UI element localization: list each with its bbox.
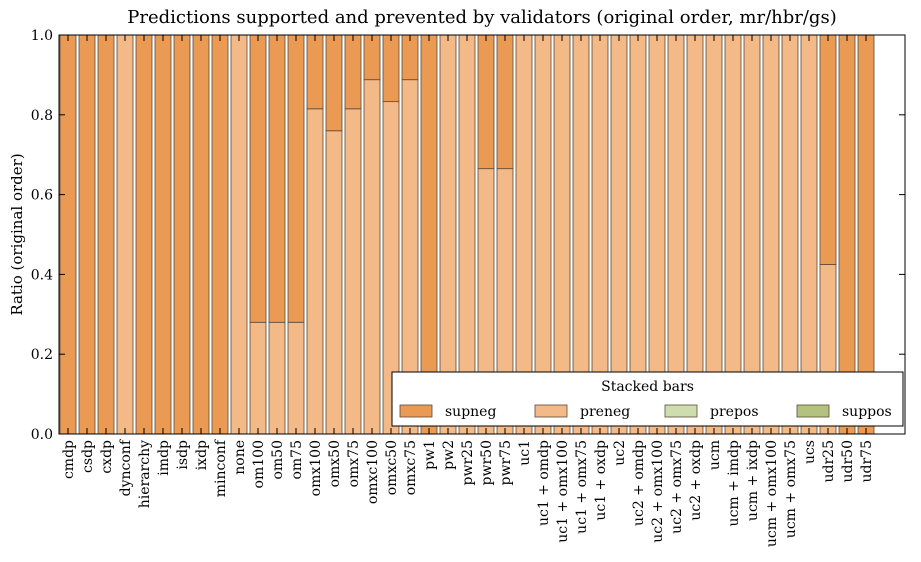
x-tick-label-2: cxdp (99, 440, 115, 474)
legend-title: Stacked bars (601, 379, 694, 395)
x-tick-label-16: omxc100 (365, 440, 381, 504)
x-tick-label-8: minconf (213, 438, 229, 497)
bar-supneg-40 (819, 34, 837, 265)
bar-supneg-1 (78, 34, 96, 435)
y-tick-label-2: 0.4 (31, 267, 53, 283)
plot-frame (58, 34, 906, 435)
bar-supneg-16 (363, 34, 381, 81)
bar-supneg-22 (477, 34, 495, 170)
y-tick-label-3: 0.6 (31, 188, 53, 204)
legend-swatch-prepos (664, 404, 698, 418)
y-tick-label-1: 0.2 (31, 347, 53, 363)
x-tick-label-30: uc2 + omdp (631, 440, 647, 526)
y-tick-label-0: 0.0 (31, 427, 53, 443)
bar-supneg-18 (401, 34, 419, 81)
x-tick-label-31: uc2 + omx100 (650, 440, 666, 543)
x-tick-label-40: udr25 (821, 440, 837, 483)
x-tick-label-20: pw2 (441, 440, 457, 470)
bar-supneg-6 (173, 34, 191, 435)
legend-swatch-preneg (534, 404, 568, 418)
x-tick-label-32: uc2 + omx75 (669, 440, 685, 534)
x-tick-label-35: ucm + imdp (726, 440, 742, 526)
bar-preneg-13 (306, 108, 324, 435)
bar-preneg-9 (230, 34, 248, 435)
axes: 0.0 0.2 0.4 0.6 0.8 1.0 cmdp csdp cxdp dynconf hie… (31, 28, 906, 547)
x-tick-label-33: uc2 + oxdp (688, 440, 704, 521)
x-tick-label-22: pwr50 (479, 440, 495, 485)
x-tick-label-37: ucm + omx100 (764, 440, 780, 547)
x-tick-label-42: udr75 (859, 440, 875, 483)
x-tick-label-19: pw1 (422, 440, 438, 470)
bar-supneg-0 (59, 34, 77, 435)
x-tick-label-21: pwr25 (460, 440, 476, 485)
x-tick-label-17: omxc50 (384, 440, 400, 495)
x-tick-label-6: isdp (175, 440, 191, 470)
bar-supneg-12 (287, 34, 305, 323)
bar-supneg-5 (154, 34, 172, 435)
x-tick-label-41: udr50 (840, 440, 856, 483)
x-tick-label-11: om50 (270, 440, 286, 480)
bar-supneg-8 (211, 34, 229, 435)
x-tick-label-26: uc1 + omx100 (555, 440, 571, 543)
bar-preneg-12 (287, 321, 305, 435)
x-tick-label-0: cmdp (61, 440, 77, 479)
bar-preneg-10 (249, 321, 267, 435)
x-tick-label-18: omxc75 (403, 440, 419, 495)
x-tick-label-36: ucm + ixdp (745, 440, 761, 521)
x-tick-label-29: uc2 (612, 440, 628, 466)
legend-label-prepos: prepos (710, 404, 759, 420)
x-tick-label-7: ixdp (194, 440, 210, 470)
x-tick-label-3: dynconf (118, 438, 134, 496)
bar-preneg-15 (344, 108, 362, 435)
bar-supneg-11 (268, 34, 286, 323)
x-tick-label-12: om75 (289, 440, 305, 480)
bar-supneg-14 (325, 34, 343, 132)
x-tick-label-34: ucm (707, 440, 723, 470)
x-tick-label-25: uc1 + omdp (536, 440, 552, 526)
legend-label-supneg: supneg (445, 404, 496, 420)
chart-text-layer: Predictions supported and prevented by v… (8, 7, 837, 316)
x-tick-label-9: none (232, 440, 248, 475)
x-tick-label-10: om100 (251, 440, 267, 488)
bar-supneg-23 (496, 34, 514, 170)
bar-preneg-3 (116, 34, 134, 435)
x-tick-label-39: ucs (802, 440, 818, 464)
legend-label-preneg: preneg (580, 404, 630, 420)
x-tick-label-38: ucm + omx75 (783, 440, 799, 538)
legend: Stacked bars supneg preneg prepos suppos (391, 371, 904, 427)
y-axis-label: Ratio (original order) (8, 153, 26, 315)
bar-supneg-2 (97, 34, 115, 435)
bar-supneg-13 (306, 34, 324, 110)
bar-preneg-11 (268, 321, 286, 435)
x-tick-label-27: uc1 + omx75 (574, 440, 590, 534)
x-tick-label-23: pwr75 (498, 440, 514, 485)
bar-preneg-16 (363, 79, 381, 435)
x-tick-label-5: imdp (156, 440, 172, 476)
legend-swatch-supneg (399, 404, 433, 418)
bar-supneg-7 (192, 34, 210, 435)
x-tick-label-15: omx75 (346, 440, 362, 487)
bar-supneg-10 (249, 34, 267, 323)
chart-title: Predictions supported and prevented by v… (127, 7, 836, 28)
bar-supneg-15 (344, 34, 362, 110)
x-tick-label-14: omx50 (327, 440, 343, 487)
legend-swatch-suppos (796, 404, 830, 418)
bar-preneg-14 (325, 130, 343, 435)
y-tick-label-5: 1.0 (31, 28, 53, 44)
bar-supneg-4 (135, 34, 153, 435)
x-tick-label-28: uc1 + oxdp (593, 440, 609, 521)
bar-supneg-17 (382, 34, 400, 103)
x-tick-label-24: uc1 (517, 440, 533, 466)
y-tick-label-4: 0.8 (31, 108, 53, 124)
x-tick-label-1: csdp (80, 440, 96, 473)
x-tick-label-13: omx100 (308, 440, 324, 496)
legend-label-suppos: suppos (842, 404, 892, 420)
x-tick-label-4: hierarchy (137, 440, 153, 508)
